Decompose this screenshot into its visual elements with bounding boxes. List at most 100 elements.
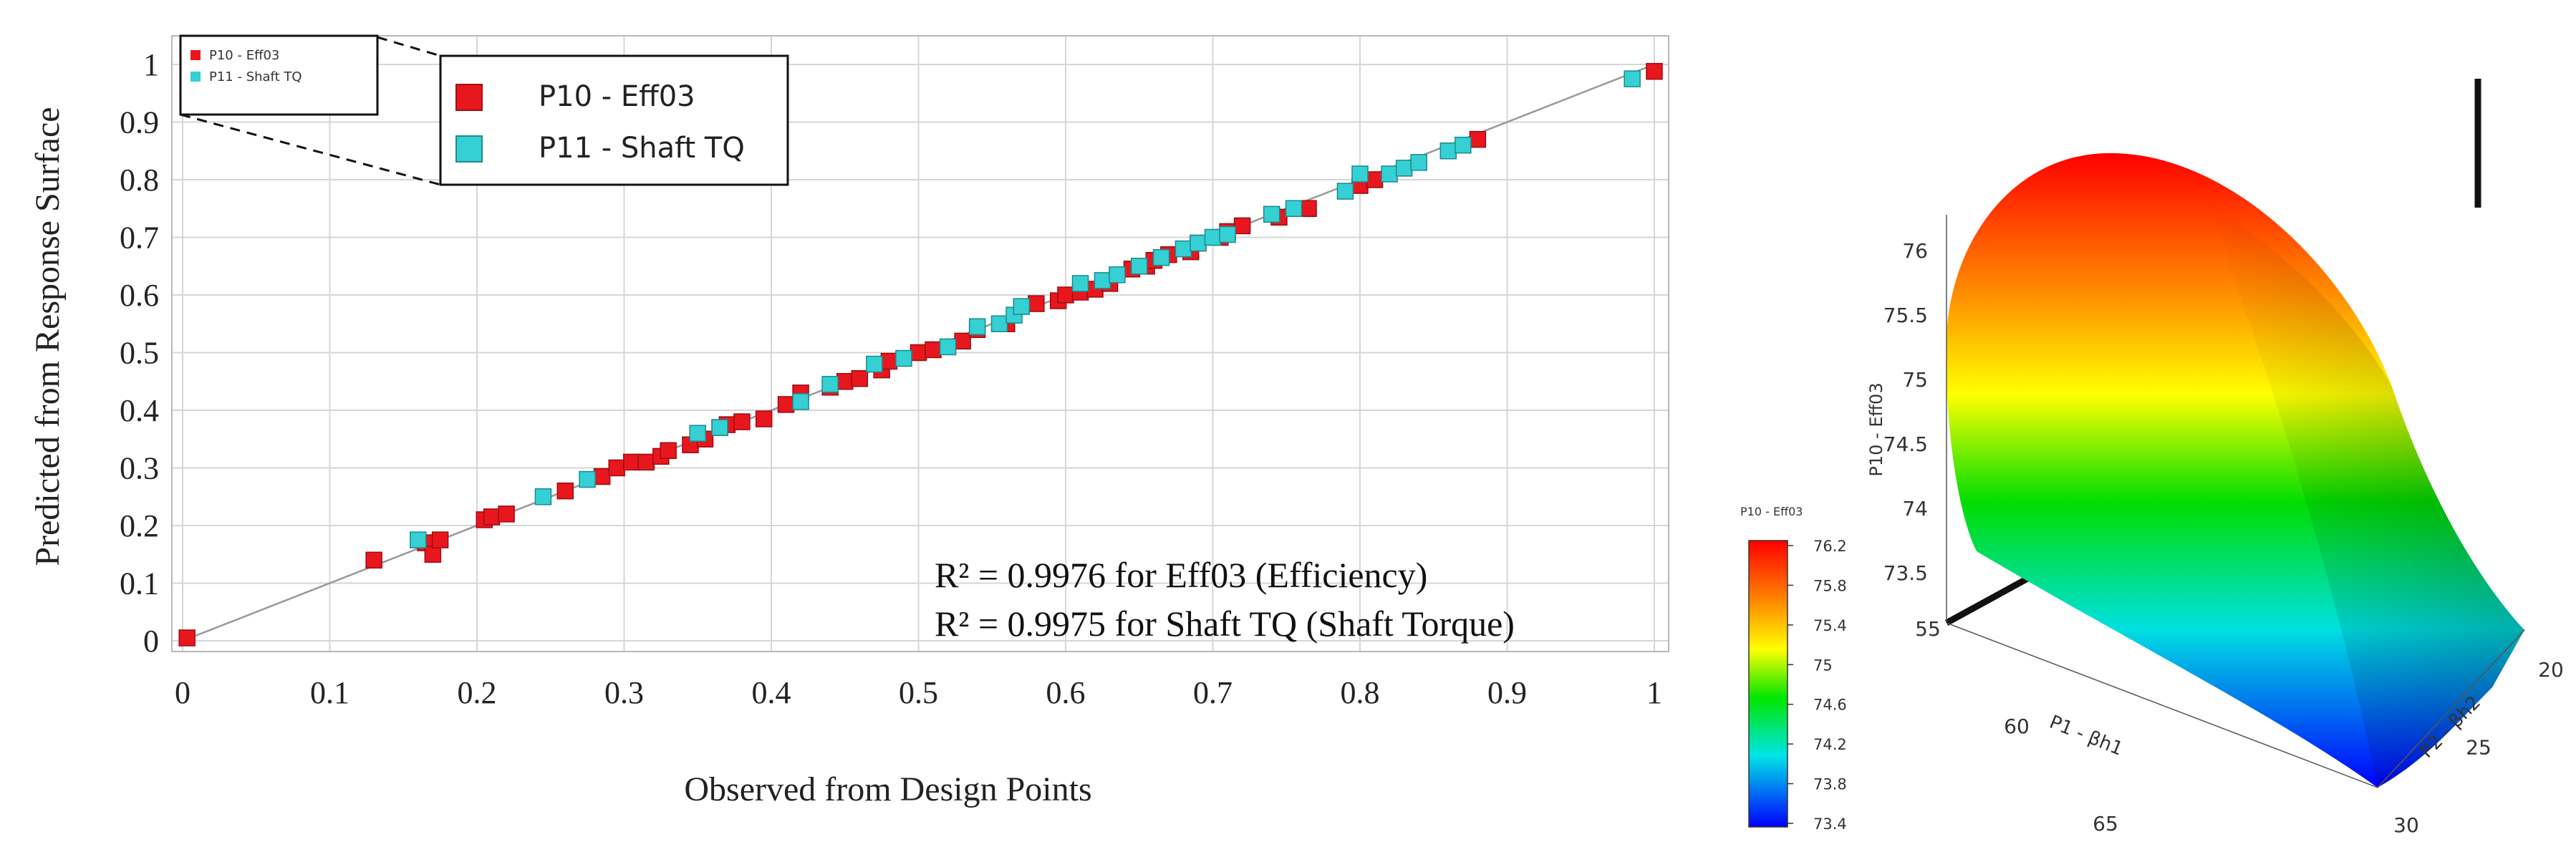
x-tick-label-3d: 55 bbox=[1915, 617, 1941, 641]
point-eff03 bbox=[954, 332, 971, 350]
y-tick-label: 0.8 bbox=[120, 163, 159, 198]
point-shaft-tq bbox=[1174, 240, 1192, 258]
point-eff03 bbox=[431, 531, 449, 548]
z-axis-label: P10 - Eff03 bbox=[1866, 382, 1886, 476]
y-tick-label: 0.5 bbox=[120, 336, 159, 371]
point-eff03 bbox=[593, 468, 611, 485]
point-eff03 bbox=[1300, 200, 1317, 217]
point-eff03 bbox=[1028, 295, 1045, 312]
legend-small-label-shafttq: P11 - Shaft TQ bbox=[209, 69, 302, 84]
point-shaft-tq bbox=[1013, 298, 1031, 315]
colorbar-tick-label: 74.2 bbox=[1813, 736, 1847, 753]
colorbar-tick-label: 73.4 bbox=[1813, 815, 1847, 833]
x-tick-label: 0.7 bbox=[1193, 675, 1232, 710]
x-tick-label: 0.4 bbox=[752, 675, 791, 710]
y-tick-label-3d: 30 bbox=[2393, 813, 2419, 837]
colorbar-tick-label: 75.8 bbox=[1813, 577, 1847, 594]
legend-marker-eff03 bbox=[455, 84, 483, 111]
point-shaft-tq bbox=[1263, 205, 1280, 223]
point-shaft-tq bbox=[792, 393, 809, 410]
scatter-chart: 0 0.1 0.2 0.3 0.4 0.5 0.6 0.7 0.8 0.9 1 0 0.1 0.2 0.3… bbox=[29, 34, 1669, 808]
z-tick-label: 75.5 bbox=[1883, 304, 1928, 327]
y-tick-labels-3d: 20 25 30 bbox=[2393, 658, 2564, 837]
x-tick-label: 0.3 bbox=[604, 675, 644, 710]
y-tick-label: 0.3 bbox=[120, 451, 159, 486]
point-eff03 bbox=[623, 453, 640, 471]
point-eff03 bbox=[1366, 171, 1384, 188]
point-eff03 bbox=[851, 369, 869, 387]
point-shaft-tq bbox=[968, 318, 986, 336]
legend-small-label-eff03: P10 - Eff03 bbox=[209, 48, 279, 63]
colorbar-title: P10 - Eff03 bbox=[1740, 505, 1803, 518]
point-shaft-tq bbox=[1455, 136, 1472, 154]
colorbar-tick-labels: 76.2 75.8 75.4 75 74.6 74.2 73.8 73.4 bbox=[1788, 538, 1847, 833]
legend-small-marker-eff03 bbox=[190, 50, 201, 60]
legend-label-shafttq: P11 - Shaft TQ bbox=[539, 132, 745, 165]
point-eff03 bbox=[1233, 217, 1251, 235]
y-tick-labels: 0 0.1 0.2 0.3 0.4 0.5 0.6 0.7 0.8 0.9 1 bbox=[120, 47, 159, 659]
y-tick-label: 1 bbox=[143, 47, 159, 82]
point-eff03 bbox=[1646, 62, 1663, 80]
point-eff03 bbox=[498, 505, 515, 523]
point-eff03 bbox=[910, 344, 927, 362]
point-shaft-tq bbox=[711, 419, 728, 436]
point-shaft-tq bbox=[579, 470, 596, 488]
point-shaft-tq bbox=[1131, 258, 1148, 275]
point-shaft-tq bbox=[1109, 266, 1126, 284]
zoom-line-top bbox=[377, 36, 441, 57]
y-tick-label: 0.7 bbox=[120, 221, 159, 256]
y-tick-label: 0.2 bbox=[120, 508, 159, 543]
colorbar-tick-label: 75.4 bbox=[1813, 617, 1847, 634]
y-axis-floor bbox=[2377, 629, 2525, 788]
point-eff03 bbox=[733, 413, 751, 430]
point-eff03 bbox=[556, 482, 574, 500]
point-shaft-tq bbox=[410, 531, 427, 548]
point-eff03 bbox=[1469, 130, 1487, 148]
point-shaft-tq bbox=[1624, 70, 1641, 87]
colorbar-tick-label: 76.2 bbox=[1813, 538, 1847, 555]
z-tick-label: 74 bbox=[1902, 497, 1928, 521]
point-eff03 bbox=[424, 546, 442, 563]
point-shaft-tq bbox=[821, 376, 839, 393]
x-tick-label: 0.1 bbox=[310, 675, 349, 710]
point-eff03 bbox=[608, 459, 625, 477]
point-shaft-tq bbox=[1395, 160, 1413, 177]
colorbar: P10 - Eff03 76.2 75.8 75.4 75 74.6 74.2 73.8 73… bbox=[1740, 505, 1847, 833]
legend-label-eff03: P10 - Eff03 bbox=[539, 80, 695, 113]
grid-lines bbox=[172, 36, 1669, 652]
z-tick-label: 73.5 bbox=[1883, 561, 1928, 585]
legend-box bbox=[439, 54, 789, 186]
y-tick-label: 0.9 bbox=[120, 105, 159, 140]
x-tick-label: 0.6 bbox=[1046, 675, 1086, 710]
point-shaft-tq bbox=[1152, 248, 1170, 266]
colorbar-gradient bbox=[1748, 540, 1788, 828]
data-points bbox=[178, 62, 1663, 647]
y-tick-label: 0.6 bbox=[120, 278, 159, 313]
colorbar-tick-label: 75 bbox=[1813, 657, 1833, 674]
point-shaft-tq bbox=[689, 425, 706, 442]
legend: P10 - Eff03 P11 - Shaft TQ bbox=[439, 54, 789, 186]
point-shaft-tq bbox=[1190, 234, 1207, 252]
point-eff03 bbox=[483, 508, 501, 526]
surface-shading bbox=[2206, 200, 2524, 788]
point-shaft-tq bbox=[1336, 183, 1354, 200]
point-shaft-tq bbox=[1410, 154, 1427, 171]
y-tick-label: 0.4 bbox=[120, 393, 159, 428]
point-shaft-tq bbox=[534, 488, 552, 505]
z-tick-label: 75 bbox=[1902, 368, 1928, 392]
colorbar-tick-label: 74.6 bbox=[1813, 697, 1847, 714]
point-shaft-tq bbox=[1094, 272, 1111, 289]
z-tick-labels: 76 75.5 75 74.5 74 73.5 bbox=[1883, 239, 1928, 585]
surface-chart: 76 75.5 75 74.5 74 73.5 P10 - Eff03 55 60 65 20… bbox=[1740, 79, 2564, 837]
point-shaft-tq bbox=[1071, 275, 1089, 292]
z-tick-label: 76 bbox=[1902, 239, 1928, 263]
x-tick-label-3d: 65 bbox=[2093, 812, 2118, 836]
point-shaft-tq bbox=[1381, 165, 1398, 183]
y-tick-label: 0 bbox=[143, 624, 159, 659]
point-shaft-tq bbox=[866, 355, 883, 373]
x-axis-label-3d: P1 - βh1 bbox=[2046, 712, 2126, 760]
zoom-line-bottom bbox=[180, 113, 441, 186]
point-eff03 bbox=[365, 551, 382, 569]
y-tick-label: 0.1 bbox=[120, 566, 159, 601]
x-tick-label: 0 bbox=[175, 675, 190, 710]
